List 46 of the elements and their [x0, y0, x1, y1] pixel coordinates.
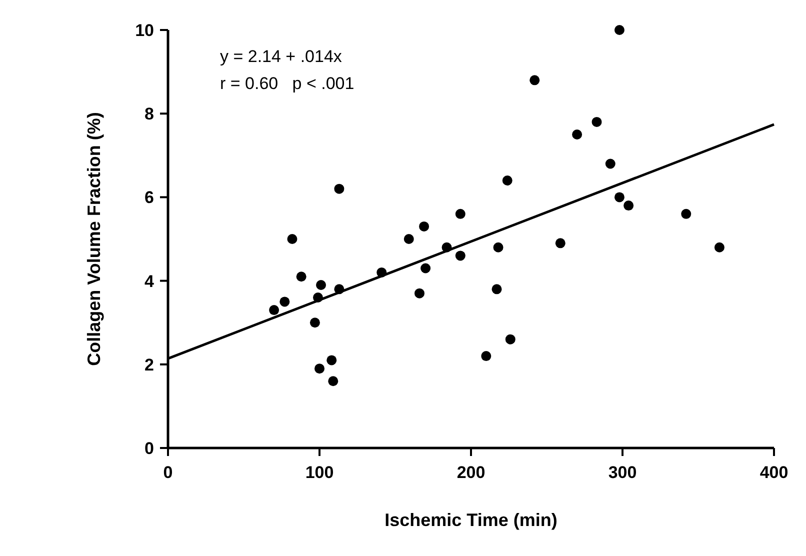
point [269, 305, 280, 316]
point [414, 288, 424, 298]
point [555, 238, 566, 248]
point [328, 376, 338, 386]
point [481, 351, 492, 362]
point [296, 272, 306, 282]
y-tick-label: 4 [144, 272, 155, 291]
y-axis-title: Collagen Volume Fraction (%) [84, 112, 104, 366]
point [592, 116, 602, 127]
point [310, 318, 320, 328]
point [493, 242, 504, 252]
point [455, 250, 466, 261]
x-tick-label: 0 [163, 463, 173, 482]
point [492, 284, 502, 294]
point [505, 334, 516, 344]
point [419, 221, 430, 232]
annotation: r = 0.60 p < .001 [220, 74, 354, 93]
point [420, 263, 431, 274]
y-tick-label: 10 [135, 20, 154, 40]
x-tick-label: 200 [456, 463, 486, 482]
point [572, 130, 582, 140]
point [502, 175, 512, 186]
point [530, 75, 540, 86]
point [280, 296, 290, 307]
annotation: y = 2.14 + .014x [220, 47, 342, 66]
point [624, 200, 634, 211]
point [316, 280, 326, 290]
point [605, 158, 616, 169]
x-tick-label: 300 [608, 463, 637, 482]
point [326, 355, 337, 366]
point [614, 25, 624, 35]
point [334, 184, 344, 194]
point [681, 208, 692, 219]
y-tick-label: 0 [144, 438, 154, 458]
point [714, 242, 724, 252]
y-tick-label: 8 [144, 104, 154, 124]
point [614, 192, 624, 202]
x-tick-label: 100 [305, 463, 334, 482]
point [404, 234, 414, 244]
y-tick-label: 2 [144, 355, 154, 374]
y-tick-label: 6 [144, 188, 154, 208]
point [455, 208, 466, 219]
x-tick-label: 400 [760, 463, 788, 482]
point [314, 364, 324, 374]
point [287, 234, 298, 244]
x-axis-title: Ischemic Time (min) [384, 510, 558, 530]
